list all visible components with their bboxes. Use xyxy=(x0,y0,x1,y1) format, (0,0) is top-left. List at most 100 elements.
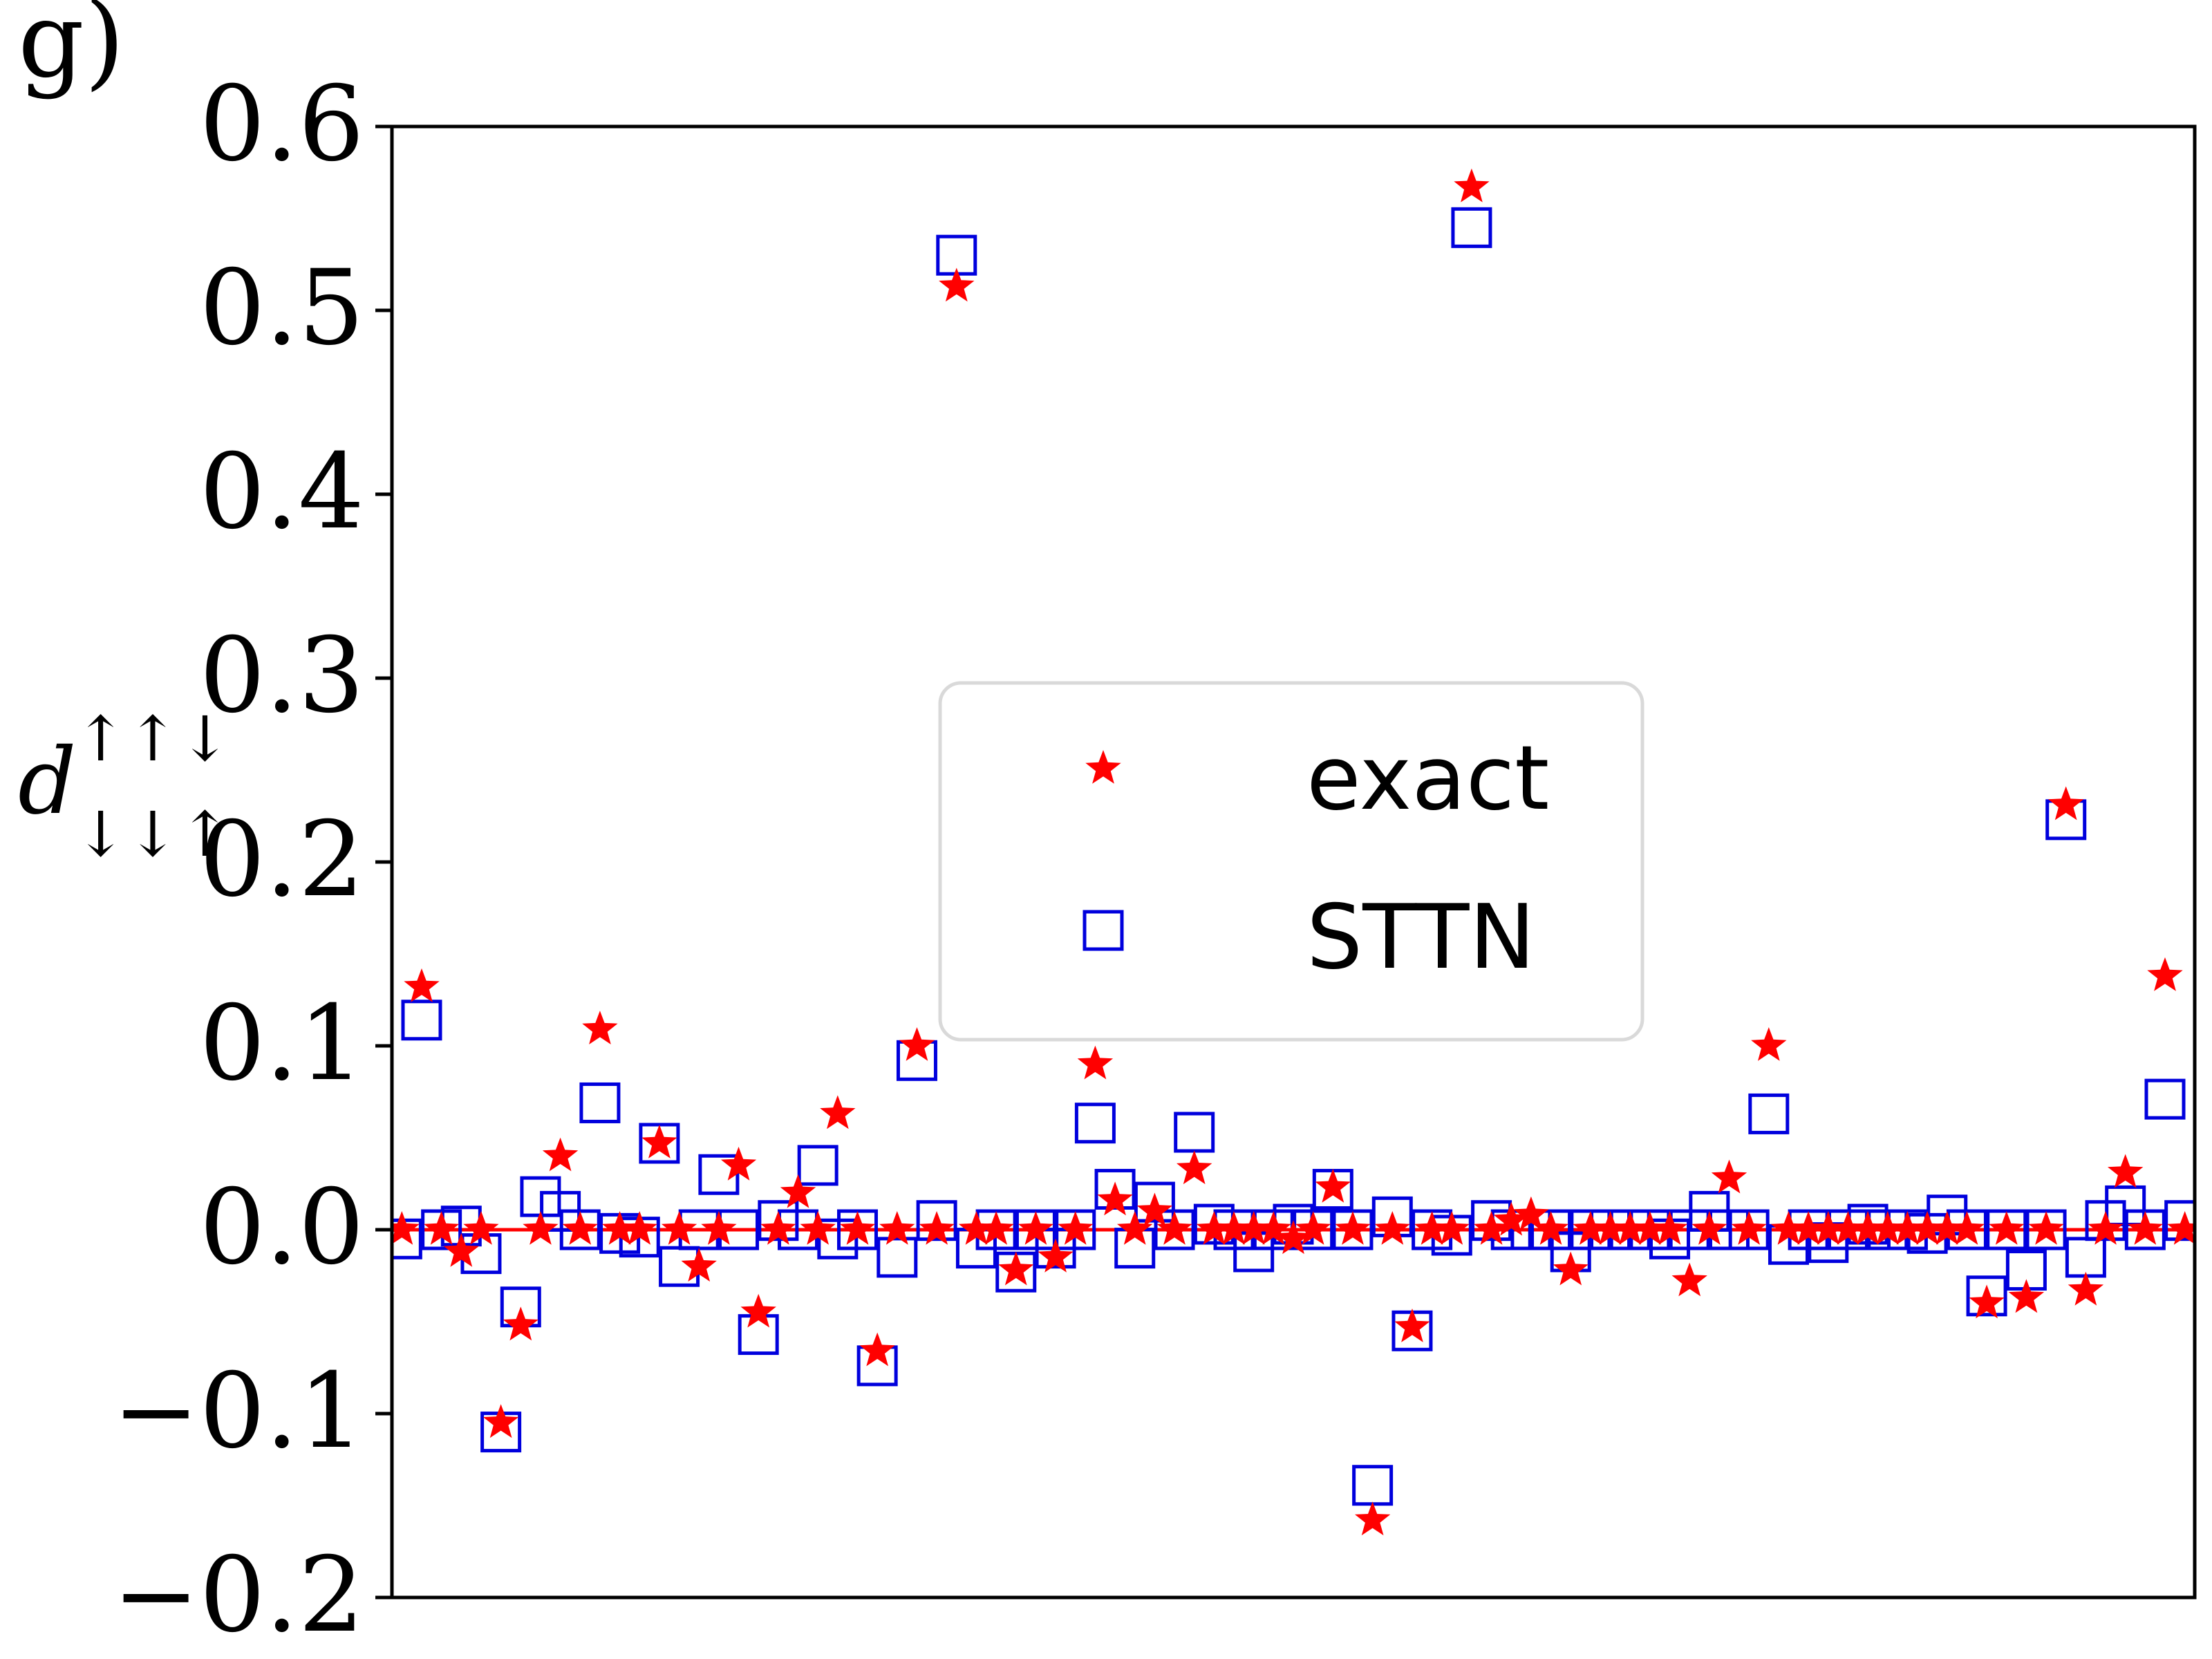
sttn-point xyxy=(877,1237,918,1278)
sttn-point xyxy=(1451,207,1492,248)
exact-point xyxy=(443,1232,479,1267)
exact-point xyxy=(1909,1211,1945,1245)
sttn-point xyxy=(1352,1465,1394,1506)
sttn-point xyxy=(1748,1093,1790,1134)
exact-point xyxy=(1493,1201,1529,1236)
y-axis-label: d ↑↑↓ ↓↓↑ xyxy=(18,703,231,871)
exact-point xyxy=(1790,1211,1826,1245)
exact-point xyxy=(621,1211,657,1245)
legend-star-marker xyxy=(1085,750,1121,784)
panel-label: g) xyxy=(18,0,125,101)
exact-point xyxy=(1473,1211,1510,1245)
exact-point xyxy=(939,268,975,302)
exact-point xyxy=(1751,1027,1787,1061)
exact-point xyxy=(2008,1279,2045,1313)
y-tick-label: 0.0 xyxy=(199,1168,364,1288)
exact-point xyxy=(1434,1211,1470,1245)
sttn-point xyxy=(2144,1078,2186,1120)
sttn-point xyxy=(1986,1209,2027,1250)
exact-point xyxy=(681,1248,717,1282)
exact-point xyxy=(1018,1211,1054,1245)
exact-point xyxy=(1612,1211,1648,1245)
y-tick-label: 0.5 xyxy=(199,248,364,368)
exact-point xyxy=(1513,1196,1549,1230)
exact-point xyxy=(2147,957,2183,991)
exact-point xyxy=(1077,1045,1114,1080)
exact-point xyxy=(661,1211,697,1245)
exact-point xyxy=(1731,1211,1767,1245)
exact-point xyxy=(740,1293,776,1328)
exact-point xyxy=(1196,1211,1232,1245)
exact-point xyxy=(503,1306,538,1341)
sttn-point xyxy=(1055,1209,1096,1250)
exact-point xyxy=(879,1211,915,1245)
exact-point xyxy=(2108,1154,2144,1188)
exact-point xyxy=(1374,1211,1410,1245)
exact-point xyxy=(720,1146,757,1181)
exact-point xyxy=(1553,1251,1588,1286)
exact-point xyxy=(562,1211,598,1245)
exact-point xyxy=(2167,1211,2195,1245)
sttn-point xyxy=(639,1123,680,1164)
exact-point xyxy=(1870,1211,1906,1245)
sttn-point xyxy=(401,1000,442,1041)
exact-point xyxy=(1216,1211,1252,1245)
series-exact xyxy=(392,168,2195,1536)
exact-point xyxy=(1136,1192,1173,1227)
exact-point xyxy=(1177,1150,1212,1185)
exact-point xyxy=(641,1125,677,1159)
exact-point xyxy=(1335,1211,1371,1245)
sttn-point xyxy=(2025,1209,2067,1250)
exact-point xyxy=(1889,1211,1926,1245)
exact-point xyxy=(392,1211,420,1245)
exact-point xyxy=(424,1211,460,1245)
exact-point xyxy=(582,1011,618,1044)
exact-point xyxy=(800,1211,836,1245)
sttn-point xyxy=(836,1209,878,1250)
y-tick-label: 0.1 xyxy=(199,984,364,1104)
exact-point xyxy=(1850,1211,1886,1245)
sttn-point xyxy=(2124,1209,2166,1250)
exact-point xyxy=(1671,1262,1707,1297)
legend-label-exact: exact xyxy=(1306,727,1549,830)
sttn-point xyxy=(559,1209,601,1250)
exact-point xyxy=(1810,1211,1846,1245)
exact-point xyxy=(1295,1211,1331,1245)
legend-label-sttn: STTN xyxy=(1306,886,1535,989)
exact-point xyxy=(1989,1211,2025,1245)
sttn-point xyxy=(738,1314,779,1356)
exact-point xyxy=(1949,1211,1985,1245)
sttn-point xyxy=(797,1145,838,1186)
y-axis: −0.2 −0.1 0.0 0.1 0.2 0.3 0.4 0.5 0.6 xyxy=(113,64,392,1656)
y-axis-label-superscript: ↑↑↓ xyxy=(75,703,231,776)
exact-point xyxy=(1929,1211,1965,1245)
y-tick-label: 0.3 xyxy=(199,616,364,736)
exact-point xyxy=(978,1211,1014,1245)
exact-point xyxy=(601,1211,638,1245)
exact-point xyxy=(701,1211,737,1245)
exact-point xyxy=(1592,1211,1629,1245)
y-tick-label: 0.6 xyxy=(199,64,364,185)
exact-point xyxy=(1097,1181,1133,1216)
exact-point xyxy=(1058,1211,1094,1245)
exact-point xyxy=(760,1211,796,1245)
exact-point xyxy=(1236,1211,1272,1245)
exact-point xyxy=(919,1211,955,1245)
exact-point xyxy=(2088,1211,2124,1245)
sttn-point xyxy=(2164,1200,2195,1241)
sttn-point xyxy=(2065,1237,2106,1278)
legend-square-marker xyxy=(1082,910,1124,951)
exact-point xyxy=(1255,1211,1291,1245)
exact-point xyxy=(2048,786,2084,821)
exact-point xyxy=(958,1211,995,1245)
exact-point xyxy=(1533,1211,1569,1245)
legend-marker-sttn xyxy=(1082,910,1124,951)
exact-point xyxy=(1651,1211,1688,1245)
exact-point xyxy=(1038,1238,1074,1273)
exact-point xyxy=(1711,1159,1747,1194)
legend-marker-exact xyxy=(1085,750,1121,784)
exact-point xyxy=(1691,1211,1727,1245)
exact-point xyxy=(482,1404,519,1438)
exact-point xyxy=(1315,1168,1351,1203)
exact-point xyxy=(542,1137,579,1172)
